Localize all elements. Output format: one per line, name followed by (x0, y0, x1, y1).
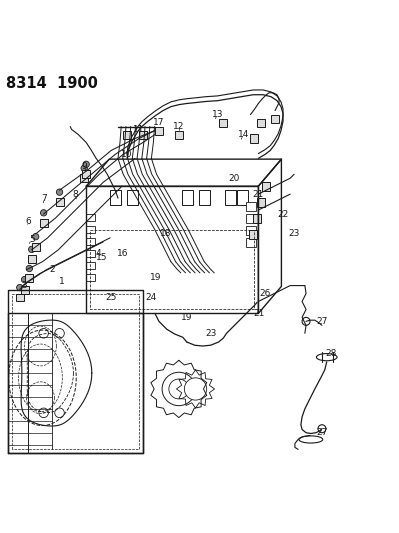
Bar (247, 202, 257, 211)
Bar (127, 190, 138, 205)
Text: 21: 21 (253, 309, 265, 318)
Text: 28: 28 (325, 349, 336, 358)
Bar (219, 118, 227, 127)
Text: 18: 18 (160, 229, 172, 238)
Bar (21, 286, 28, 294)
Text: 4: 4 (95, 249, 101, 259)
Text: 16: 16 (117, 249, 129, 259)
Text: 23: 23 (288, 229, 300, 238)
Circle shape (184, 378, 207, 400)
Circle shape (40, 209, 47, 216)
Ellipse shape (316, 353, 337, 361)
Bar (262, 182, 270, 191)
Circle shape (56, 189, 63, 195)
Bar (86, 226, 95, 233)
Bar (249, 230, 257, 239)
Text: 24: 24 (145, 293, 157, 302)
Text: 8: 8 (73, 190, 78, 199)
Bar (253, 214, 261, 223)
Text: 12: 12 (173, 122, 184, 131)
Text: 2: 2 (49, 265, 55, 274)
Circle shape (55, 408, 64, 417)
Text: 21: 21 (253, 190, 264, 199)
Circle shape (17, 285, 23, 291)
Circle shape (162, 372, 196, 406)
Text: 23: 23 (205, 329, 216, 338)
Bar (237, 190, 249, 205)
Bar (251, 134, 258, 143)
Bar (182, 190, 193, 205)
Bar (247, 226, 257, 235)
Circle shape (55, 328, 64, 338)
Bar (139, 131, 147, 139)
Bar (86, 214, 95, 221)
Text: 9: 9 (81, 162, 87, 171)
Circle shape (318, 425, 326, 433)
Bar (175, 131, 183, 139)
Bar (26, 274, 33, 282)
Bar (32, 243, 40, 251)
Text: 17: 17 (153, 118, 165, 127)
Circle shape (81, 165, 87, 172)
Text: 11: 11 (133, 125, 145, 134)
Text: 19: 19 (150, 273, 162, 282)
Bar (247, 214, 257, 223)
Text: 27: 27 (316, 428, 328, 437)
Bar (55, 198, 63, 206)
Bar (86, 250, 95, 257)
Text: 13: 13 (211, 110, 223, 119)
Bar (257, 118, 265, 127)
Text: 27: 27 (316, 317, 328, 326)
Bar (40, 219, 47, 227)
Bar (257, 198, 265, 207)
Text: 5: 5 (29, 235, 35, 244)
Bar (28, 255, 36, 263)
Text: 6: 6 (26, 217, 32, 227)
Bar (86, 273, 95, 281)
Text: 10: 10 (121, 150, 133, 159)
Bar (155, 126, 163, 135)
Bar (123, 131, 131, 139)
Text: 25: 25 (106, 293, 117, 302)
Text: 19: 19 (181, 313, 193, 322)
Text: 26: 26 (259, 289, 271, 298)
Text: 7: 7 (41, 193, 47, 203)
Bar (16, 294, 24, 302)
Circle shape (39, 328, 48, 338)
Text: 15: 15 (96, 253, 108, 262)
Bar (199, 190, 210, 205)
Bar (247, 238, 257, 247)
Bar (80, 174, 88, 182)
Text: 22: 22 (277, 209, 288, 219)
Circle shape (32, 233, 39, 240)
Circle shape (302, 317, 310, 325)
Circle shape (83, 161, 89, 167)
Circle shape (26, 265, 32, 272)
Bar (86, 238, 95, 245)
Circle shape (28, 246, 35, 253)
Circle shape (39, 408, 48, 417)
Text: 8314  1900: 8314 1900 (6, 76, 98, 92)
Text: 3: 3 (22, 281, 28, 290)
Text: 20: 20 (229, 174, 240, 183)
Ellipse shape (299, 436, 323, 443)
Bar (86, 262, 95, 269)
Bar (225, 190, 237, 205)
Circle shape (169, 379, 189, 399)
Bar (271, 115, 279, 123)
Text: 1: 1 (59, 277, 65, 286)
Bar (82, 170, 90, 178)
Bar (110, 190, 121, 205)
Circle shape (22, 277, 28, 283)
Text: 14: 14 (237, 130, 249, 139)
